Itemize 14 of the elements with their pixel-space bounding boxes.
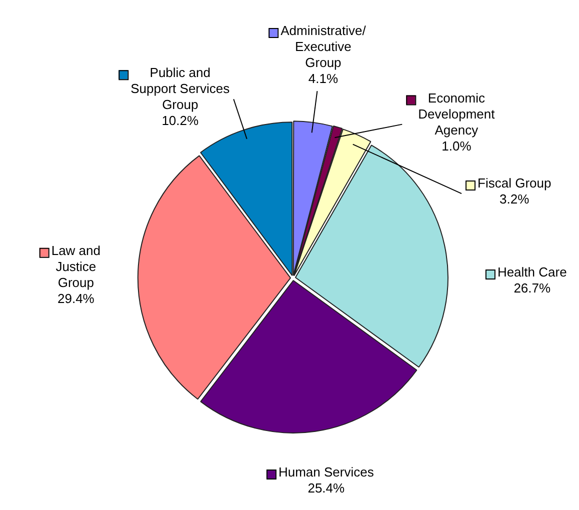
data-label: 4.1% xyxy=(308,71,338,86)
legend-label: Fiscal Group xyxy=(478,176,552,191)
data-label: 25.4% xyxy=(308,480,346,496)
legend-label: Health Care xyxy=(497,264,567,280)
legend-label: Economic Development Agency xyxy=(418,90,496,138)
legend-label: Human Services xyxy=(278,464,374,480)
data-label: 29.4% xyxy=(57,290,95,306)
legend-label: Administrative/ Executive Group xyxy=(280,23,366,70)
data-label: 10.2% xyxy=(162,113,199,128)
data-label: 3.2% xyxy=(500,192,530,207)
data-label: 1.0% xyxy=(442,138,472,154)
legend-label: Law and Justice Group xyxy=(51,242,101,290)
legend-label: Public and Support Services Group xyxy=(130,65,230,112)
data-label: 26.7% xyxy=(514,280,551,296)
